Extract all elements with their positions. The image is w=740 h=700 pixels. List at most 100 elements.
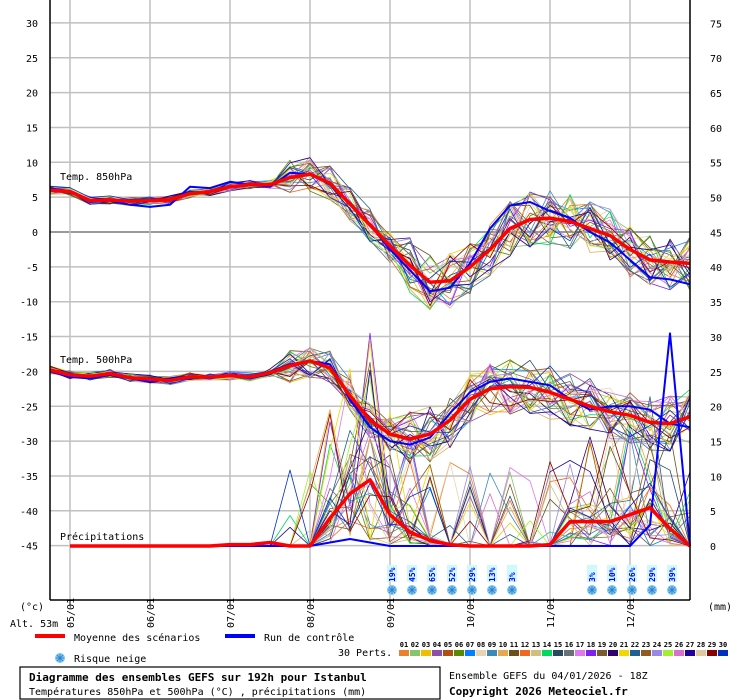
y-axis-left: 30 25 20 15 10 5 0 -5 -10 -15 -20 -25 -30 -35 -40 -45: [20, 19, 38, 553]
snowflake-icon: [667, 585, 677, 595]
pert-swatch: [421, 650, 431, 656]
altitude-label: Alt. 53m: [10, 619, 58, 630]
pert-swatch: [597, 650, 607, 656]
pert-swatch: [619, 650, 629, 656]
snow-risk-pct: 29%: [648, 567, 657, 582]
y-right-tick: 20: [710, 403, 722, 414]
y-right-tick: 55: [710, 159, 722, 170]
pert-id: 16: [565, 641, 573, 649]
legend-snow-label: Risque neige: [74, 654, 146, 665]
snow-risk-pct: 45%: [408, 567, 417, 582]
pert-id: 14: [543, 641, 551, 649]
pert-id: 21: [620, 641, 628, 649]
y-right-unit: (mm): [708, 602, 732, 613]
footer-subtitle: Températures 850hPa et 500hPa (°C) , pré…: [29, 686, 366, 698]
y-left-tick: -45: [20, 542, 38, 553]
x-axis-dates: 05/01 06/01 07/01 08/01 09/01 10/01 11/01 12/01: [66, 598, 637, 628]
y-right-tick: 45: [710, 228, 722, 239]
snow-risk-pct: 52%: [448, 567, 457, 582]
pert-id: 28: [697, 641, 705, 649]
pert-swatch: [575, 650, 585, 656]
pert-id: 26: [675, 641, 683, 649]
pert-id: 12: [521, 641, 529, 649]
legend-mean-swatch: [35, 634, 65, 638]
pert-swatch: [476, 650, 486, 656]
pert-swatch: [487, 650, 497, 656]
pert-swatch: [509, 650, 519, 656]
pert-id: 18: [587, 641, 595, 649]
snowflake-icon: [647, 585, 657, 595]
y-right-tick: 50: [710, 194, 722, 205]
snow-risk-pct: 26%: [628, 567, 637, 582]
pert-id: 22: [631, 641, 639, 649]
pert-swatch: [707, 650, 717, 656]
pert-id: 04: [433, 641, 441, 649]
snowflake-icon: [587, 585, 597, 595]
pert-id: 01: [400, 641, 408, 649]
snow-risk-pct: 13%: [488, 567, 497, 582]
pert-id: 02: [411, 641, 419, 649]
pert-id: 09: [488, 641, 496, 649]
snowflake-icon: [487, 585, 497, 595]
footer-title-box: [19, 666, 441, 700]
y-left-tick: 10: [26, 158, 38, 169]
x-tick-date: 06/01: [146, 598, 157, 628]
pert-swatch: [498, 650, 508, 656]
y-left-tick: 5: [32, 193, 38, 204]
y-right-tick: 35: [710, 298, 722, 309]
pert-swatch: [553, 650, 563, 656]
x-tick-date: 12/01: [626, 598, 637, 628]
y-right-tick: 5: [710, 507, 716, 518]
pert-swatch: [454, 650, 464, 656]
pert-swatch: [718, 650, 728, 656]
y-right-tick: 0: [710, 542, 716, 553]
legend-control-label: Run de contrôle: [264, 632, 354, 644]
y-right-tick: 25: [710, 368, 722, 379]
pert-swatch: [630, 650, 640, 656]
perturbation-legend: 01 02 03 04 05 06 07 08 09 10 11 12 13 14 15 16 17 18 19 20…: [399, 641, 728, 656]
y-left-tick: -35: [20, 472, 38, 483]
pert-id: 08: [477, 641, 485, 649]
pert-swatch: [685, 650, 695, 656]
pert-id: 23: [642, 641, 650, 649]
y-right-tick: 30: [710, 333, 722, 344]
pert-id: 11: [510, 641, 518, 649]
y-right-tick: 40: [710, 263, 722, 274]
y-left-unit: (°c): [20, 602, 44, 613]
y-left-tick: -20: [20, 367, 38, 378]
snow-risk-pct: 39%: [668, 567, 677, 582]
x-tick-date: 09/01: [386, 598, 397, 628]
pert-id: 07: [466, 641, 474, 649]
y-right-tick: 60: [710, 124, 722, 135]
ensemble-members: [49, 156, 691, 547]
snow-risk-pct: 10%: [608, 567, 617, 582]
pert-id: 06: [455, 641, 463, 649]
panel-label-precip: Précipitations: [60, 531, 144, 543]
pert-swatch: [399, 650, 409, 656]
snowflake-icon: [427, 585, 437, 595]
mean-and-control-lines: [49, 171, 692, 548]
y-left-tick: -40: [20, 507, 38, 518]
legend-control-swatch: [225, 634, 255, 638]
y-left-tick: 15: [26, 123, 38, 134]
run-info: Ensemble GEFS du 04/01/2026 - 18Z: [449, 671, 648, 682]
pert-id: 10: [499, 641, 507, 649]
snowflake-icon: [507, 585, 517, 595]
panel-label-850: Temp. 850hPa: [60, 172, 132, 183]
pert-swatch: [465, 650, 475, 656]
pert-id: 29: [708, 641, 716, 649]
snow-risk-pct: 3%: [588, 572, 597, 582]
pert-id: 25: [664, 641, 672, 649]
pert-id: 30: [719, 641, 727, 649]
legend-mean-label: Moyenne des scénarios: [74, 632, 200, 644]
pert-swatch: [542, 650, 552, 656]
y-right-tick: 75: [710, 19, 722, 30]
snowflake-icon: [467, 585, 477, 595]
snow-risk-pct: 19%: [388, 567, 397, 582]
y-left-tick: 20: [26, 89, 38, 100]
y-right-tick: 70: [710, 54, 722, 65]
pert-swatch: [586, 650, 596, 656]
pert-id: 27: [686, 641, 694, 649]
pert-swatch: [443, 650, 453, 656]
